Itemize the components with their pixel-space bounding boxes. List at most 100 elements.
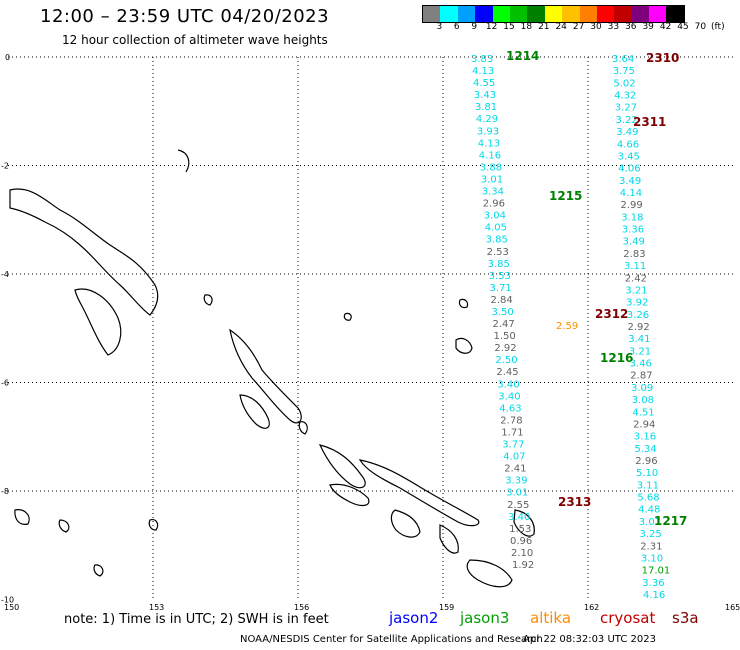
pass-label: 2313: [558, 495, 591, 509]
track-a-value: 2.45: [496, 367, 518, 378]
scale-label: 21: [538, 22, 550, 32]
scale-swatch-5: [509, 6, 528, 22]
island-pair-3: [343, 312, 352, 321]
lat-tick-label: -4: [1, 270, 9, 279]
track-a-value: 3.01: [481, 175, 503, 186]
track-b-value: 3.92: [626, 298, 648, 309]
scale-label: 39: [642, 22, 654, 32]
scale-label: (ft): [711, 22, 725, 32]
track-b-value: 3.21: [629, 346, 651, 357]
track-b-value: 4.16: [643, 590, 665, 601]
makira-coast: [466, 559, 513, 588]
track-b-value: 3.26: [627, 310, 649, 321]
solomons-santa-isabel-coast: [358, 459, 480, 527]
track-b-value: 2.99: [621, 200, 643, 211]
new-britain-east-coast: [74, 288, 122, 356]
island-rabaul: [203, 294, 213, 306]
track-b-value: 3.41: [628, 334, 650, 345]
color-scale-bar: [422, 5, 685, 23]
legend-cryosat: cryosat: [600, 609, 656, 627]
scale-label: 6: [453, 22, 460, 32]
track-a-value: 1.50: [494, 331, 516, 342]
lat-tick-label: -10: [1, 596, 14, 605]
track-b-value: 2.87: [630, 371, 652, 382]
lon-tick-label: 165: [725, 603, 740, 612]
scale-label: 70: [694, 22, 707, 32]
track-a-value: 3.93: [477, 126, 499, 137]
track-b-value: 3.36: [622, 225, 644, 236]
track-a-value: 2.96: [483, 199, 505, 210]
track-a-value: 4.16: [479, 150, 501, 161]
island-pair-1: [455, 337, 473, 354]
timestamp: Apr 22 08:32:03 UTC 2023: [523, 634, 656, 645]
legend-altika: altika: [530, 609, 572, 627]
track-b-value: 3.11: [624, 261, 646, 272]
track-a-value: 3.39: [505, 476, 527, 487]
scale-swatch-3: [475, 6, 493, 22]
scale-swatch-9: [579, 6, 597, 22]
track-a-value: 3.40: [498, 391, 520, 402]
track-b-value: 3.09: [631, 383, 653, 394]
scale-swatch-6: [527, 6, 545, 22]
pass-label: 2310: [646, 51, 679, 65]
track-a-value: 3.50: [492, 307, 514, 318]
track-a-value: 3.83: [471, 54, 493, 65]
scale-label: 27: [572, 22, 585, 32]
track-b-value: 3.08: [632, 395, 654, 406]
scale-swatch-14: [666, 6, 684, 22]
track-b-value: 5.02: [613, 78, 635, 89]
lon-tick-label: 162: [584, 603, 599, 612]
chart-subtitle: 12 hour collection of altimeter wave hei…: [62, 33, 328, 47]
track-a-value: 2.92: [494, 343, 516, 354]
scale-swatch-11: [614, 6, 632, 22]
track-b-value: 2.31: [640, 541, 662, 552]
track-b-value: 3.75: [613, 66, 635, 77]
footnote: note: 1) Time is in UTC; 2) SWH is in fe…: [64, 612, 329, 627]
track-b-value: 3.64: [612, 54, 634, 65]
track-a-value: 1.92: [512, 560, 534, 571]
track-b-value: 3.10: [641, 554, 663, 565]
scale-label: 42: [659, 22, 672, 32]
track-b-value: 4.51: [632, 407, 654, 418]
track-b-value: 4.48: [638, 505, 660, 516]
track-b-value: 2.83: [623, 249, 645, 260]
track-a-value: 3.77: [502, 440, 524, 451]
lat-tick-label: -8: [1, 487, 9, 496]
track-b-value: 4.66: [617, 139, 639, 150]
scale-label: 36: [625, 22, 637, 32]
scale-label: 24: [555, 22, 567, 32]
track-b-value: 3.49: [616, 127, 638, 138]
track-b-value: 3.18: [621, 212, 643, 223]
scale-label: 18: [520, 22, 533, 32]
island-south-5: [298, 421, 308, 435]
track-a-value: 2.55: [507, 500, 529, 511]
track-b-value: 5.34: [635, 444, 657, 455]
track-a-value: 0.96: [510, 536, 532, 547]
legend-jason2: jason2: [389, 609, 439, 627]
island-south-2: [58, 519, 70, 533]
track-a-value: 2.50: [495, 355, 517, 366]
pass-label: 1215: [549, 189, 582, 203]
solomons-malaita-coast: [439, 524, 459, 554]
track-a-value: 1.71: [501, 428, 523, 439]
legend-jason3: jason3: [460, 609, 510, 627]
solomons-new-georgia-coast: [329, 483, 370, 507]
track-b-value: 3.25: [640, 529, 662, 540]
track-a-value: 4.13: [472, 66, 494, 77]
lat-tick-label: -6: [1, 379, 9, 388]
lon-tick-label: 159: [439, 603, 454, 612]
chart-title: 12:00 – 23:59 UTC 04/20/2023: [40, 6, 330, 27]
santa-cruz-coast: [513, 509, 535, 537]
scale-swatch-1: [440, 6, 458, 22]
track-a-value: 3.34: [482, 187, 504, 198]
track-a-value: 3.43: [474, 90, 496, 101]
pass-label: 1214: [506, 49, 539, 63]
scale-label: 12: [485, 22, 498, 32]
track-a-value: 2.41: [504, 464, 526, 475]
scale-label: 15: [503, 22, 515, 32]
scale-swatch-2: [457, 6, 476, 22]
island-south-4: [148, 519, 159, 531]
track-b-value: 4.14: [620, 188, 642, 199]
track-b-value: 3.22: [616, 115, 638, 126]
